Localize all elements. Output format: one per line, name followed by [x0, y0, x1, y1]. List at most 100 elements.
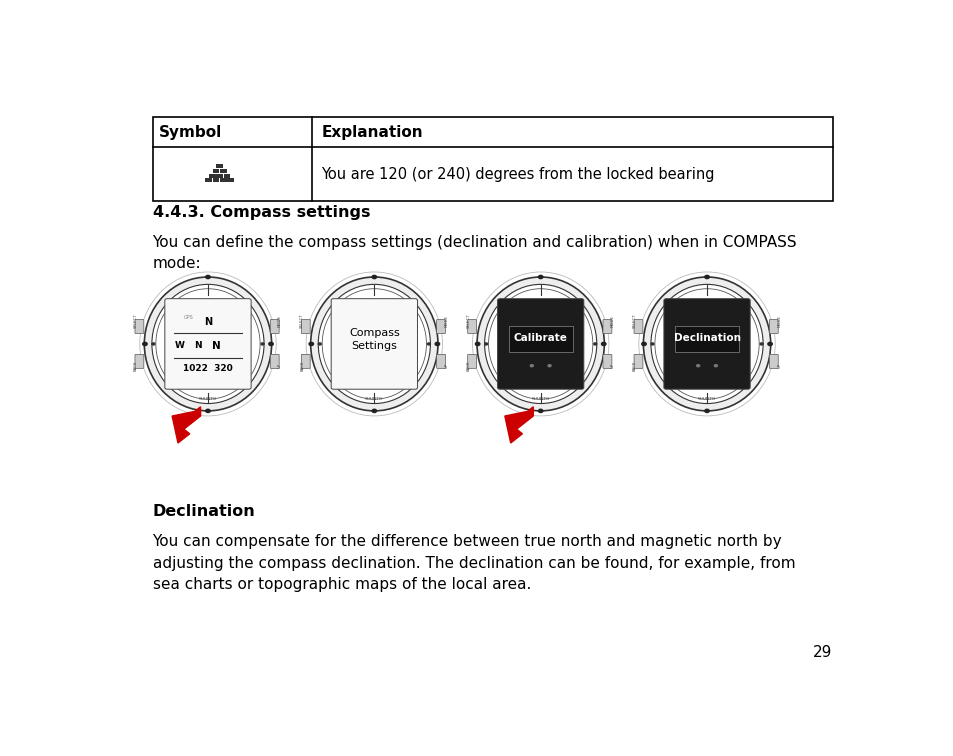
Text: SELECT: SELECT: [133, 313, 137, 328]
Text: Compass
Settings: Compass Settings: [349, 328, 399, 352]
FancyBboxPatch shape: [436, 355, 445, 368]
FancyBboxPatch shape: [436, 320, 445, 333]
Ellipse shape: [152, 284, 264, 404]
Circle shape: [434, 342, 440, 346]
Text: MODE: MODE: [610, 314, 614, 327]
Text: SELECT: SELECT: [632, 313, 637, 328]
Bar: [213, 169, 219, 173]
Text: You are 120 (or 240) degrees from the locked bearing: You are 120 (or 240) degrees from the lo…: [321, 167, 714, 181]
Circle shape: [475, 342, 480, 346]
Ellipse shape: [472, 272, 608, 416]
FancyBboxPatch shape: [602, 320, 611, 333]
Ellipse shape: [306, 272, 442, 416]
Circle shape: [205, 274, 211, 279]
FancyBboxPatch shape: [634, 320, 642, 333]
Circle shape: [640, 342, 646, 346]
Bar: [209, 174, 215, 178]
Ellipse shape: [318, 284, 430, 404]
Circle shape: [696, 364, 700, 367]
Circle shape: [483, 342, 488, 345]
Text: MODE: MODE: [444, 314, 448, 327]
FancyBboxPatch shape: [301, 320, 310, 333]
Circle shape: [268, 342, 274, 346]
Text: SUUNTO: SUUNTO: [698, 397, 716, 401]
Bar: [216, 164, 223, 169]
Circle shape: [426, 342, 431, 345]
Circle shape: [703, 274, 709, 279]
Text: BACK: BACK: [632, 360, 637, 370]
Bar: [152, 117, 832, 201]
Circle shape: [600, 342, 606, 346]
FancyBboxPatch shape: [331, 299, 417, 389]
Text: SUUNTO: SUUNTO: [198, 397, 217, 401]
FancyBboxPatch shape: [467, 355, 476, 368]
Bar: [508, 326, 572, 352]
FancyBboxPatch shape: [663, 299, 749, 389]
Ellipse shape: [654, 289, 759, 399]
FancyBboxPatch shape: [768, 320, 778, 333]
Ellipse shape: [639, 272, 775, 416]
FancyBboxPatch shape: [602, 355, 611, 368]
Ellipse shape: [650, 284, 762, 404]
Text: GPS: GPS: [183, 315, 193, 321]
Text: SUUNTO: SUUNTO: [365, 397, 383, 401]
Bar: [227, 178, 233, 182]
Text: UP: UP: [610, 363, 614, 368]
Text: N: N: [194, 341, 202, 350]
Circle shape: [317, 342, 322, 345]
Text: Declination: Declination: [673, 333, 740, 343]
FancyBboxPatch shape: [270, 355, 279, 368]
Ellipse shape: [144, 277, 272, 411]
Text: 4.4.3. Compass settings: 4.4.3. Compass settings: [152, 206, 370, 221]
Text: 29: 29: [813, 645, 832, 660]
Ellipse shape: [488, 289, 592, 399]
FancyBboxPatch shape: [134, 355, 144, 368]
Text: You can compensate for the difference between true north and magnetic north by
a: You can compensate for the difference be…: [152, 534, 794, 593]
FancyBboxPatch shape: [634, 355, 642, 368]
FancyBboxPatch shape: [497, 299, 583, 389]
FancyBboxPatch shape: [301, 355, 310, 368]
Text: W: W: [174, 341, 184, 350]
Text: BACK: BACK: [466, 360, 470, 370]
Text: MODE: MODE: [777, 314, 781, 327]
Polygon shape: [172, 407, 200, 443]
Circle shape: [142, 342, 148, 346]
FancyBboxPatch shape: [165, 299, 251, 389]
Text: UP: UP: [278, 363, 282, 368]
FancyBboxPatch shape: [270, 320, 279, 333]
Ellipse shape: [311, 277, 437, 411]
Text: 1022  320: 1022 320: [183, 364, 233, 373]
Polygon shape: [504, 407, 533, 443]
Ellipse shape: [476, 277, 603, 411]
Circle shape: [371, 274, 376, 279]
FancyBboxPatch shape: [768, 355, 778, 368]
Circle shape: [371, 408, 376, 414]
Circle shape: [205, 408, 211, 414]
Bar: [213, 178, 219, 182]
Circle shape: [151, 342, 155, 345]
Text: Calibrate: Calibrate: [514, 333, 567, 343]
Ellipse shape: [140, 272, 275, 416]
Text: SELECT: SELECT: [466, 313, 470, 328]
Text: Symbol: Symbol: [158, 125, 221, 140]
Ellipse shape: [642, 277, 770, 411]
Circle shape: [547, 364, 551, 367]
Text: N: N: [204, 317, 212, 327]
Ellipse shape: [484, 284, 597, 404]
Circle shape: [537, 274, 543, 279]
Bar: [205, 178, 212, 182]
Circle shape: [537, 408, 543, 414]
Text: SUUNTO: SUUNTO: [531, 397, 549, 401]
Bar: [216, 174, 223, 178]
Text: BACK: BACK: [300, 360, 304, 370]
Text: MODE: MODE: [278, 314, 282, 327]
Ellipse shape: [155, 289, 260, 399]
FancyBboxPatch shape: [134, 320, 144, 333]
Bar: [224, 174, 230, 178]
Circle shape: [759, 342, 763, 345]
Circle shape: [713, 364, 718, 367]
Circle shape: [766, 342, 772, 346]
Ellipse shape: [322, 289, 426, 399]
Circle shape: [260, 342, 265, 345]
Text: N: N: [212, 341, 220, 351]
